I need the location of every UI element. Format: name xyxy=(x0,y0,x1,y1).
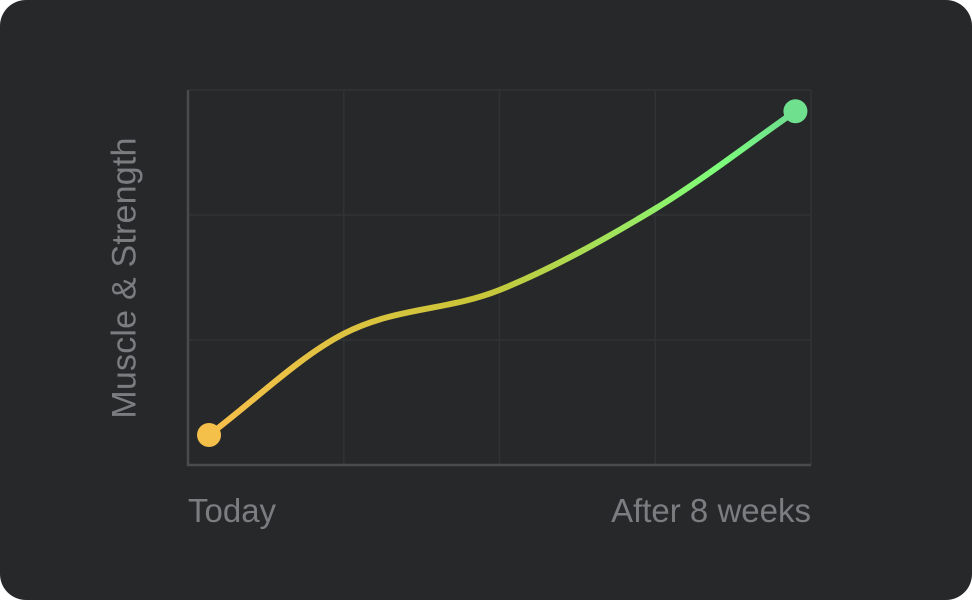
y-axis-label: Muscle & Strength xyxy=(105,137,144,419)
start-point-marker xyxy=(197,423,222,447)
end-point-marker xyxy=(783,99,808,124)
series-line xyxy=(206,108,799,438)
x-tick-label-today: Today xyxy=(188,492,277,529)
x-tick-label-after-8-weeks: After 8 weeks xyxy=(611,492,811,529)
